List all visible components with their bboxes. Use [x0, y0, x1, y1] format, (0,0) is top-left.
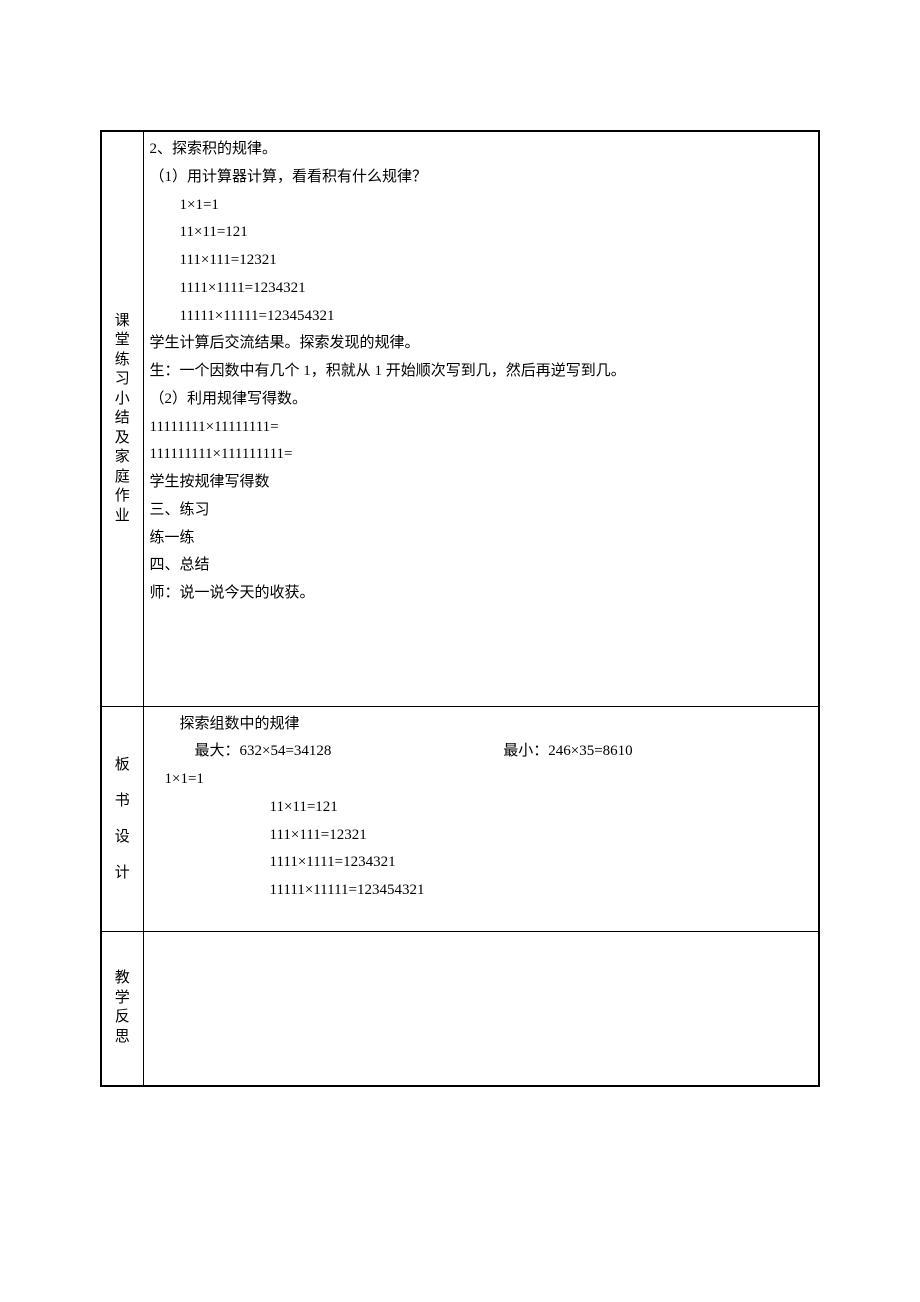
- text-line: 四、总结: [150, 552, 813, 580]
- text-line: 111×111=12321: [150, 247, 813, 275]
- text-line: 师：说一说今天的收获。: [150, 580, 813, 608]
- text-line: 1111×1111=1234321: [150, 275, 813, 303]
- text-line: 11111×11111=123454321: [150, 303, 813, 331]
- text-line: 1×1=1: [150, 192, 813, 220]
- text-line: 11111111×11111111=: [150, 414, 813, 442]
- text-line: 11×11=121: [150, 794, 813, 822]
- spacer: [150, 608, 813, 668]
- text-line: 1111×1111=1234321: [150, 849, 813, 877]
- text-line: 三、练习: [150, 497, 813, 525]
- section3-label-cell: 教 学 反 思: [101, 931, 143, 1086]
- board-title: 探索组数中的规律: [150, 711, 813, 739]
- section3-content: [143, 931, 819, 1086]
- text-line: 111111111×111111111=: [150, 441, 813, 469]
- section3-label: 教 学 反 思: [108, 936, 137, 1082]
- text-line: （1）用计算器计算，看看积有什么规律？: [150, 164, 813, 192]
- section1-label-cell: 课 堂 练 习 小 结 及 家 庭 作 业: [101, 131, 143, 706]
- text-line: 11×11=121: [150, 219, 813, 247]
- section1-content: 2、探索积的规律。 （1）用计算器计算，看看积有什么规律？ 1×1=1 11×1…: [143, 131, 819, 706]
- board-max: 最大：632×54=34128: [150, 738, 504, 766]
- section2-label: 板 书 设 计: [108, 711, 137, 927]
- board-maxmin-row: 最大：632×54=34128 最小：246×35=8610: [150, 738, 813, 766]
- board-min: 最小：246×35=8610: [503, 738, 812, 766]
- text-line: 学生按规律写得数: [150, 469, 813, 497]
- section2-content: 探索组数中的规律 最大：632×54=34128 最小：246×35=8610 …: [143, 706, 819, 931]
- section2-label-cell: 板 书 设 计: [101, 706, 143, 931]
- text-line: 生：一个因数中有几个 1，积就从 1 开始顺次写到几，然后再逆写到几。: [150, 358, 813, 386]
- text-line: 1×1=1: [150, 766, 813, 794]
- lesson-plan-table: 课 堂 练 习 小 结 及 家 庭 作 业 2、探索积的规律。 （1）用计算器计…: [100, 130, 820, 1087]
- text-line: 111×111=12321: [150, 822, 813, 850]
- text-line: 学生计算后交流结果。探索发现的规律。: [150, 330, 813, 358]
- text-line: 11111×11111=123454321: [150, 877, 813, 905]
- text-line: 练一练: [150, 525, 813, 553]
- text-line: 2、探索积的规律。: [150, 136, 813, 164]
- section1-label: 课 堂 练 习 小 结 及 家 庭 作 业: [108, 136, 137, 702]
- text-line: （2）利用规律写得数。: [150, 386, 813, 414]
